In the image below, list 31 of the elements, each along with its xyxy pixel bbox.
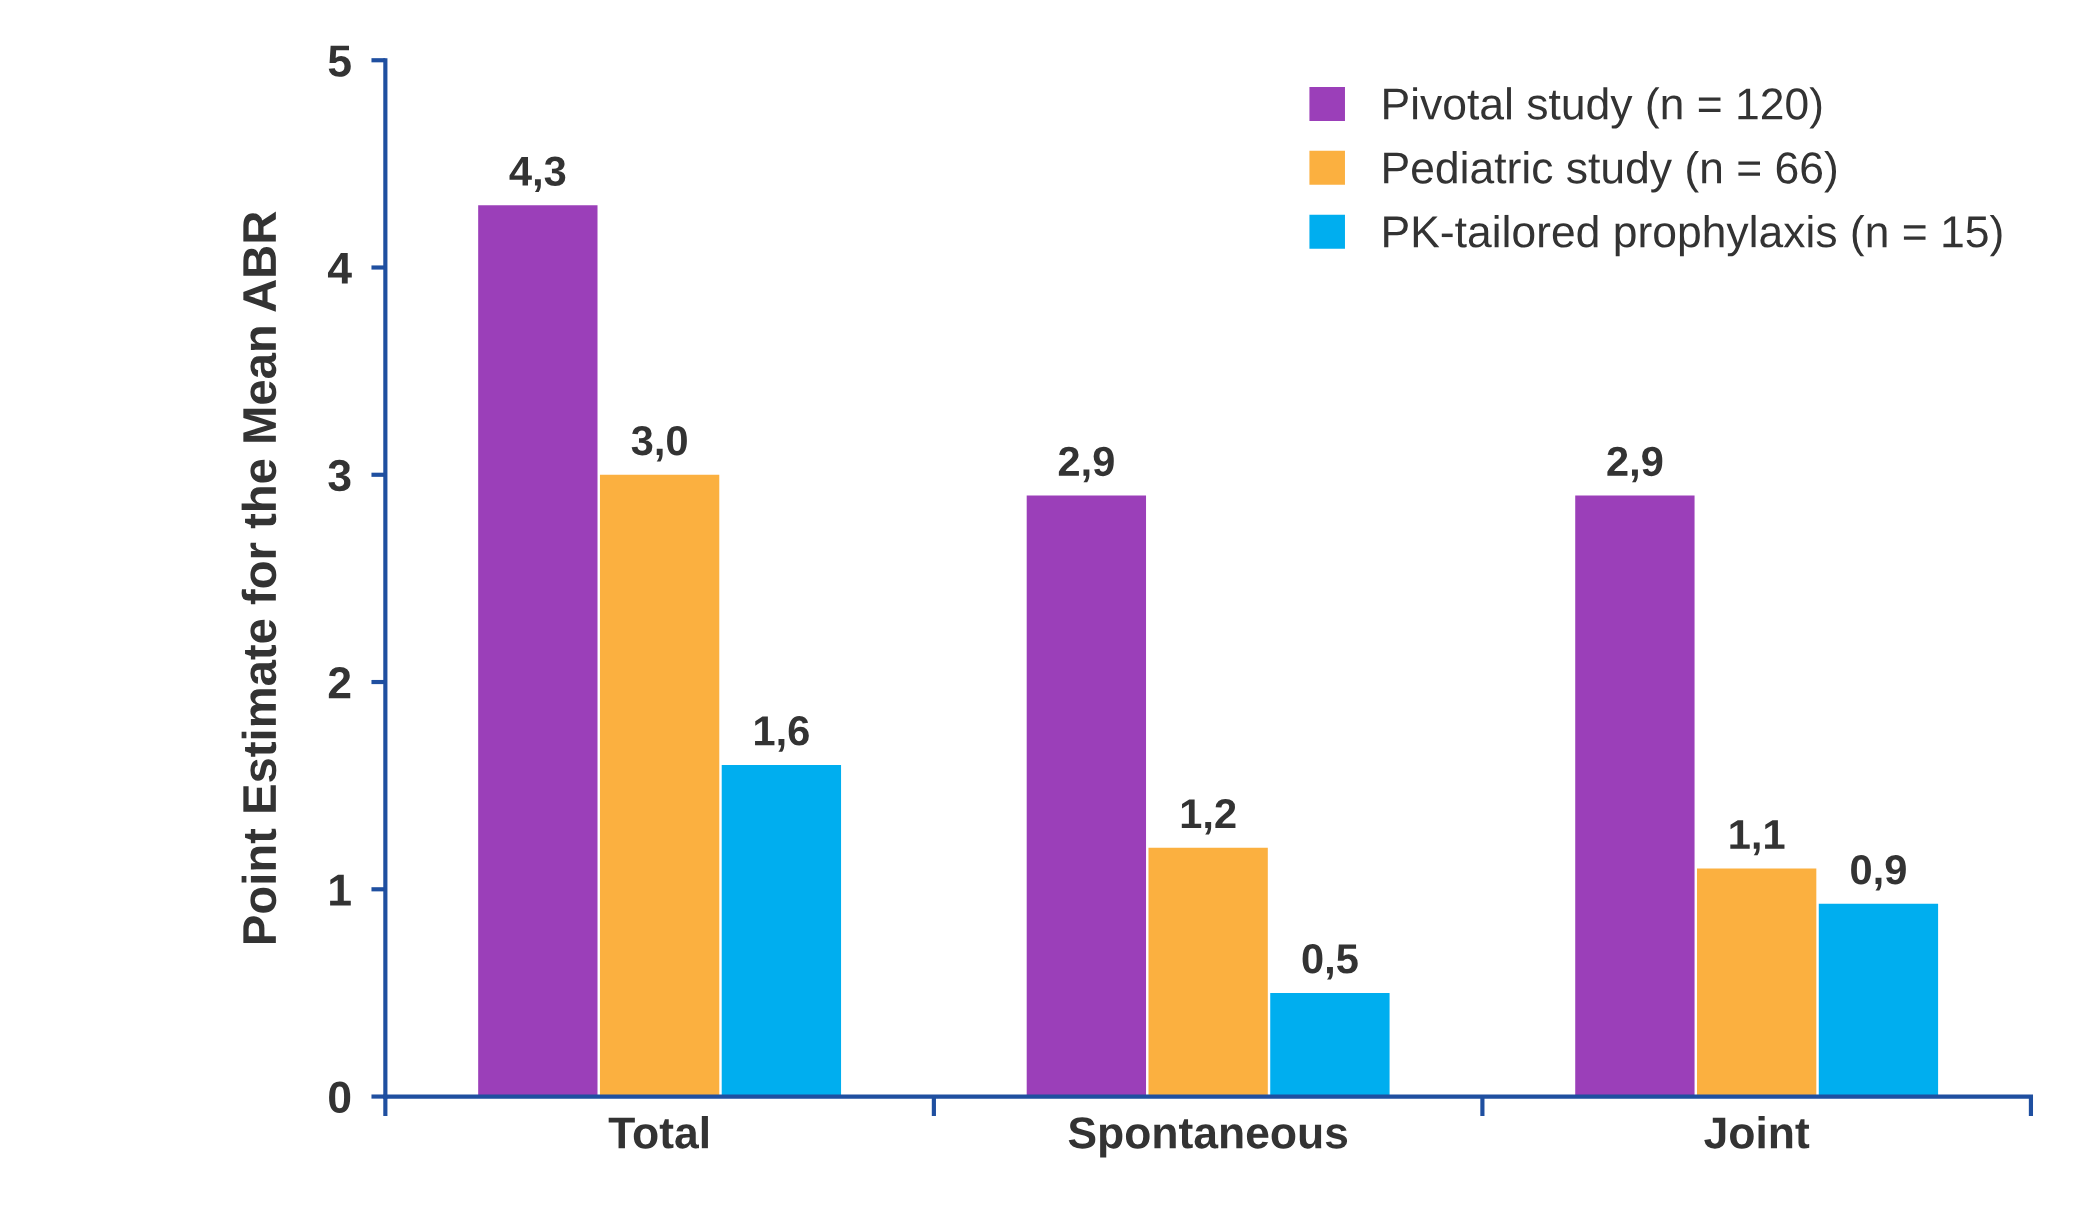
bar xyxy=(599,474,720,1097)
bar xyxy=(1818,903,1939,1097)
data-label: 1,6 xyxy=(755,716,809,752)
y-tick-label: 3 xyxy=(328,459,351,492)
data-label: 0,9 xyxy=(1851,854,1906,891)
bar xyxy=(1696,868,1817,1097)
bar xyxy=(1148,847,1268,1097)
data-label: 1,1 xyxy=(1730,820,1785,856)
y-tick-label: 1 xyxy=(330,874,351,906)
data-label: 3,0 xyxy=(631,425,687,462)
x-tick-label: Total xyxy=(608,1115,708,1149)
bar xyxy=(478,205,598,1097)
bar xyxy=(1026,495,1147,1097)
y-tick-label: 4 xyxy=(327,253,352,284)
legend-label: Pediatric study (n = 66) xyxy=(1384,151,1837,193)
x-tick-label: Joint xyxy=(1704,1115,1810,1149)
data-label: 4,3 xyxy=(509,156,566,193)
legend-label: PK-tailored prophylaxis (n = 15) xyxy=(1384,214,2002,257)
data-label: 1,2 xyxy=(1181,798,1236,835)
x-tick-label: Spontaneous xyxy=(1068,1117,1348,1158)
legend-label: Pivotal study (n = 120) xyxy=(1384,87,1822,129)
y-tick-label: 5 xyxy=(328,45,351,77)
bar xyxy=(1270,992,1390,1097)
y-axis-title: Point Estimate for the Mean ABR xyxy=(241,211,277,943)
y-tick-label: 0 xyxy=(329,1081,351,1114)
bar xyxy=(721,764,842,1097)
data-label: 0,5 xyxy=(1302,944,1358,980)
bar xyxy=(1575,495,1695,1097)
data-label: 2,9 xyxy=(1058,446,1114,483)
data-label: 2,9 xyxy=(1607,446,1663,483)
y-tick-label: 2 xyxy=(328,667,351,699)
